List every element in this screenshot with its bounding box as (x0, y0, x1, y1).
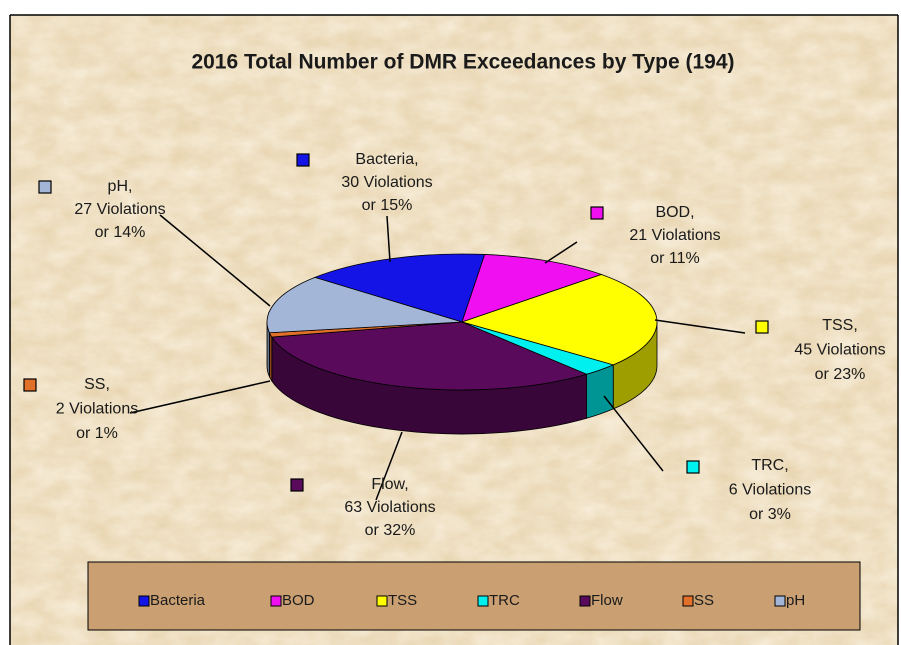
data-label: 6 Violations (729, 482, 811, 499)
pie-slice (266, 276, 463, 334)
legend-label: pH (786, 592, 805, 609)
legend-swatch (477, 595, 489, 607)
chart-title: 2016 Total Number of DMR Exceedances by … (191, 51, 734, 74)
leader-line (375, 431, 403, 501)
legend-swatch (376, 595, 388, 607)
pie-slice (271, 321, 588, 391)
legend-swatch (138, 595, 150, 607)
legend-label: Bacteria (150, 592, 206, 609)
data-label: BOD, (655, 204, 694, 221)
data-label: or 32% (365, 522, 416, 539)
data-label: Bacteria, (355, 151, 418, 168)
label-key (590, 206, 604, 220)
label-key (38, 180, 52, 194)
data-labels: Bacteria, 30 Violations or 15% BOD, 21 Viola… (23, 151, 886, 539)
data-label: or 11% (650, 250, 700, 267)
pie-slice (313, 253, 486, 323)
leader-line (654, 319, 746, 334)
pie-tops (266, 253, 658, 391)
legend-label: Flow (591, 592, 623, 609)
label-key (755, 320, 769, 334)
legend-label: TSS (388, 592, 417, 609)
data-label: or 3% (749, 506, 791, 523)
data-label: Flow, (371, 476, 408, 493)
data-label: 63 Violations (344, 499, 435, 516)
leader-line (159, 214, 271, 307)
data-label: or 23% (815, 366, 866, 383)
leader-line (603, 395, 664, 472)
data-label: 27 Violations (74, 201, 165, 218)
data-label: or 15% (362, 197, 413, 214)
leader-line (544, 241, 578, 264)
label-key (23, 378, 37, 392)
legend-label: SS (694, 592, 714, 609)
legend-label: BOD (282, 592, 315, 609)
data-label: 21 Violations (629, 227, 720, 244)
data-label: or 1% (76, 425, 118, 442)
label-key (686, 460, 700, 474)
data-label: TRC, (751, 457, 788, 474)
legend-swatch (774, 595, 786, 607)
legend-label: TRC (489, 592, 520, 609)
legend: Bacteria BOD TSS TRC Flow SS pH (138, 592, 805, 609)
data-label: pH, (108, 178, 133, 195)
leader-line (386, 215, 391, 263)
label-key (290, 478, 304, 492)
data-label: 2 Violations (56, 401, 138, 418)
data-label: 30 Violations (341, 174, 432, 191)
legend-swatch (682, 595, 694, 607)
legend-swatch (579, 595, 591, 607)
leader-line (129, 380, 271, 414)
pie-slice (460, 274, 658, 366)
legend-box (87, 561, 861, 631)
label-key (296, 153, 310, 167)
legend-swatch (270, 595, 282, 607)
data-label: SS, (84, 376, 110, 393)
data-label: 45 Violations (794, 342, 885, 359)
data-label: or 14% (95, 224, 146, 241)
data-label: TSS, (822, 317, 858, 334)
